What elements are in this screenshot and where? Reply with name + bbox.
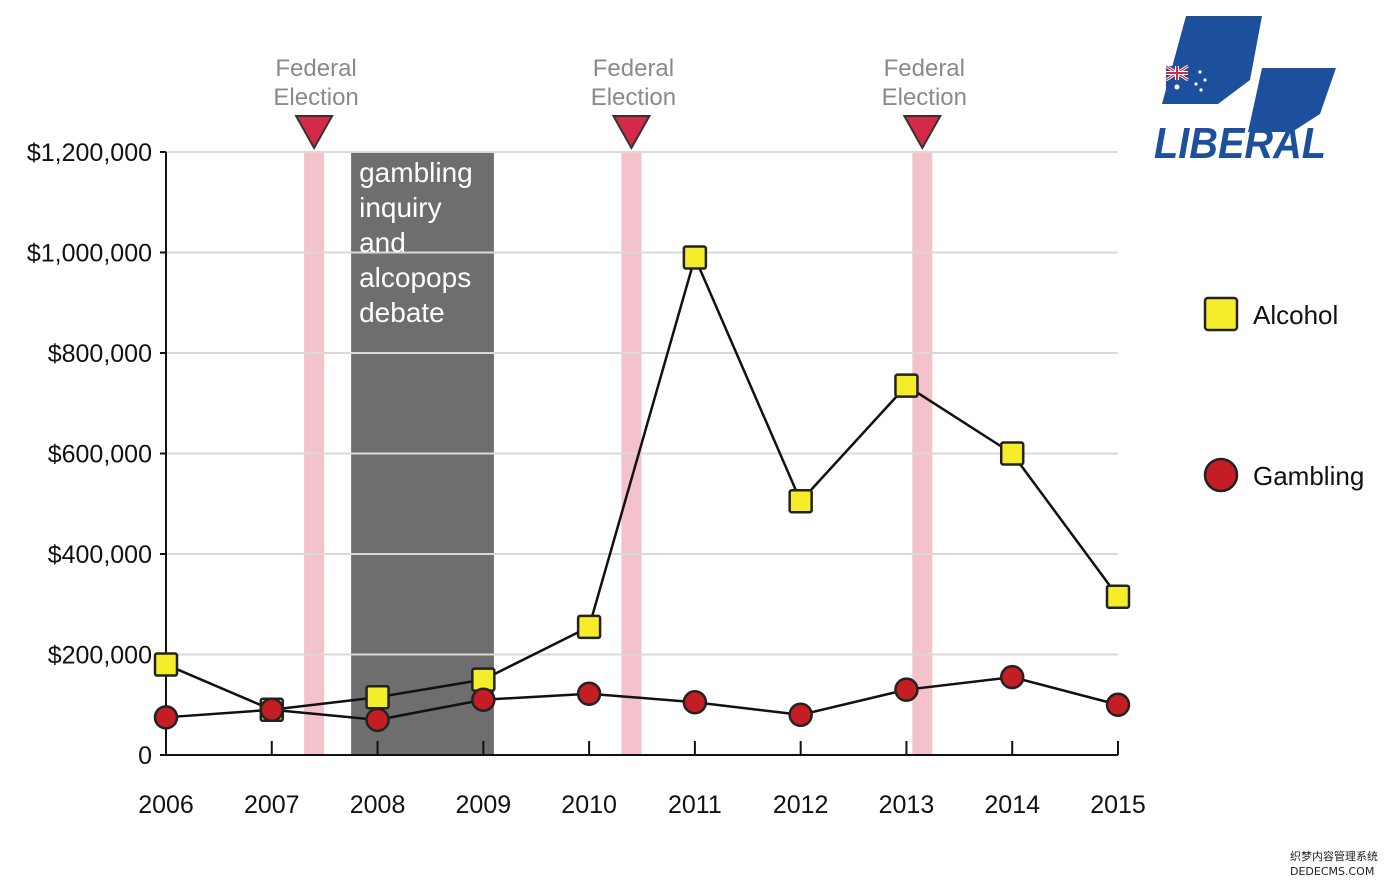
period-label-line: debate (359, 297, 445, 328)
y-tick-label: $600,000 (48, 441, 152, 469)
legend-label-alcohol: Alcohol (1253, 300, 1338, 330)
event-marker-icon (294, 115, 334, 151)
logo-text: LIBERAL (1154, 119, 1326, 168)
event-marker-icon (611, 115, 652, 151)
y-tick-label: $200,000 (48, 642, 152, 670)
period-label-line: gambling (359, 157, 473, 188)
y-tick-label: $1,000,000 (27, 240, 152, 268)
period-label-line: inquiry (359, 192, 441, 223)
data-point-alcohol (999, 441, 1025, 466)
event-label-line: Election (882, 84, 967, 111)
series (153, 245, 1131, 733)
data-point-alcohol (576, 614, 602, 640)
data-point-gambling (153, 705, 179, 730)
australian-flag-icon (1165, 64, 1210, 94)
data-point-gambling (999, 664, 1025, 690)
logo-shape-right (1248, 68, 1336, 132)
watermark-line-2: DEDECMS.COM (1290, 865, 1374, 878)
event-label-line: Election (591, 84, 676, 111)
period-label-line: and (359, 227, 406, 258)
x-tick-label: 2015 (1090, 791, 1146, 819)
x-axis-ticks: 2006 2007 2008 2009 2010 2011 2012 2013 2014 2015 (138, 741, 1146, 819)
legend-swatch-gambling (1203, 457, 1239, 493)
data-point-gambling (259, 697, 285, 723)
data-point-alcohol (1105, 584, 1131, 609)
data-point-gambling (682, 689, 708, 715)
period-annotation-label: gambling inquiry and alcopops debate (359, 157, 473, 328)
x-tick-label: 2006 (138, 791, 194, 819)
data-point-gambling (788, 702, 813, 728)
y-tick-label: $800,000 (48, 340, 152, 368)
series-line-alcohol (165, 253, 1120, 712)
y-tick-label: 0 (138, 742, 152, 770)
y-tick-label: $400,000 (48, 541, 152, 569)
liberal-logo: LIBERAL (1154, 16, 1336, 168)
x-tick-label: 2009 (456, 791, 512, 819)
watermark-line-1: 织梦内容管理系统 (1290, 849, 1378, 863)
event-annotations: FederalElectionFederalElectionFederalEle… (273, 55, 967, 151)
event-label-line: Election (273, 84, 358, 111)
x-tick-label: 2013 (879, 791, 935, 819)
x-tick-label: 2012 (773, 791, 829, 819)
data-point-gambling (576, 681, 602, 706)
x-tick-label: 2014 (984, 791, 1040, 819)
event-label-line: Federal (884, 55, 965, 82)
event-label-line: Federal (275, 55, 356, 82)
data-point-alcohol (788, 488, 813, 514)
data-point-gambling (1105, 692, 1131, 717)
data-point-alcohol (682, 245, 708, 270)
data-point-alcohol (153, 652, 179, 677)
legend-swatch-alcohol (1203, 296, 1239, 332)
x-tick-label: 2010 (561, 791, 617, 819)
data-point-gambling (365, 707, 390, 733)
event-label-line: Federal (593, 55, 674, 82)
data-point-gambling (894, 677, 919, 702)
event-marker-icon (902, 115, 943, 151)
y-tick-label: $1,200,000 (27, 139, 152, 167)
data-point-alcohol (471, 667, 496, 692)
x-tick-label: 2011 (668, 791, 722, 819)
data-point-alcohol (365, 684, 390, 710)
period-label-line: alcopops (359, 262, 471, 293)
watermark: 织梦内容管理系统 DEDECMS.COM (1290, 849, 1378, 878)
x-tick-label: 2007 (244, 791, 300, 819)
series-line-gambling (165, 675, 1119, 722)
gridlines (166, 151, 1118, 656)
data-point-alcohol (894, 373, 919, 398)
x-tick-label: 2008 (350, 791, 406, 819)
data-point-gambling (471, 687, 496, 712)
legend: Alcohol Gambling (1203, 296, 1364, 493)
legend-label-gambling: Gambling (1253, 461, 1364, 491)
y-axis-ticks: 0 $200,000 $400,000 $600,000 $800,000 $1,000,… (27, 139, 166, 770)
